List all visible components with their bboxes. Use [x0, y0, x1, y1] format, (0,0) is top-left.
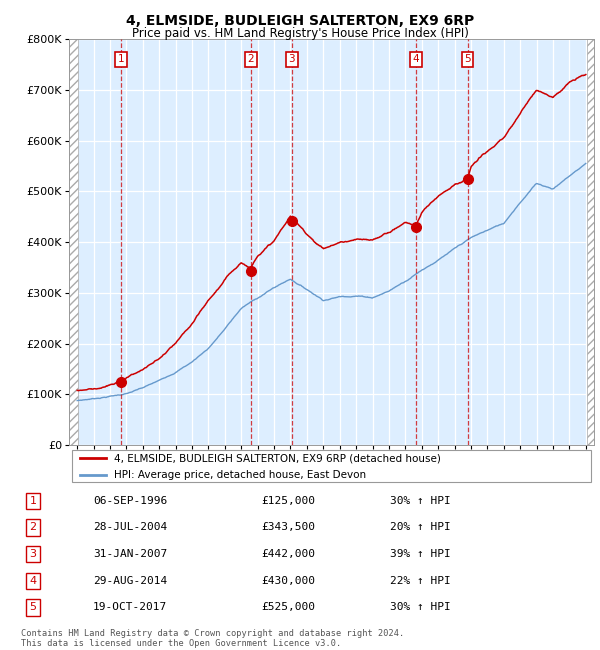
Text: Contains HM Land Registry data © Crown copyright and database right 2024.
This d: Contains HM Land Registry data © Crown c… [21, 629, 404, 648]
Text: HPI: Average price, detached house, East Devon: HPI: Average price, detached house, East… [113, 469, 366, 480]
FancyBboxPatch shape [71, 450, 592, 482]
Text: 2: 2 [247, 55, 254, 64]
Bar [69, 39, 78, 445]
Text: 29-AUG-2014: 29-AUG-2014 [93, 576, 167, 586]
Text: 28-JUL-2004: 28-JUL-2004 [93, 523, 167, 532]
Text: 20% ↑ HPI: 20% ↑ HPI [390, 523, 451, 532]
Text: £525,000: £525,000 [261, 603, 315, 612]
Text: £430,000: £430,000 [261, 576, 315, 586]
Text: 4: 4 [413, 55, 419, 64]
Text: 31-JAN-2007: 31-JAN-2007 [93, 549, 167, 559]
Text: 19-OCT-2017: 19-OCT-2017 [93, 603, 167, 612]
Text: 2: 2 [29, 523, 37, 532]
Text: £442,000: £442,000 [261, 549, 315, 559]
Text: 4, ELMSIDE, BUDLEIGH SALTERTON, EX9 6RP (detached house): 4, ELMSIDE, BUDLEIGH SALTERTON, EX9 6RP … [113, 453, 440, 463]
Text: 5: 5 [29, 603, 37, 612]
Text: 3: 3 [289, 55, 295, 64]
Text: £125,000: £125,000 [261, 496, 315, 506]
Text: 22% ↑ HPI: 22% ↑ HPI [390, 576, 451, 586]
Text: 30% ↑ HPI: 30% ↑ HPI [390, 603, 451, 612]
Text: 39% ↑ HPI: 39% ↑ HPI [390, 549, 451, 559]
Text: 06-SEP-1996: 06-SEP-1996 [93, 496, 167, 506]
Text: 30% ↑ HPI: 30% ↑ HPI [390, 496, 451, 506]
Text: 1: 1 [118, 55, 124, 64]
Bar [587, 39, 596, 445]
Text: £343,500: £343,500 [261, 523, 315, 532]
Text: Price paid vs. HM Land Registry's House Price Index (HPI): Price paid vs. HM Land Registry's House … [131, 27, 469, 40]
Text: 3: 3 [29, 549, 37, 559]
Text: 4, ELMSIDE, BUDLEIGH SALTERTON, EX9 6RP: 4, ELMSIDE, BUDLEIGH SALTERTON, EX9 6RP [126, 14, 474, 29]
Text: 4: 4 [29, 576, 37, 586]
Text: 1: 1 [29, 496, 37, 506]
Text: 5: 5 [464, 55, 471, 64]
